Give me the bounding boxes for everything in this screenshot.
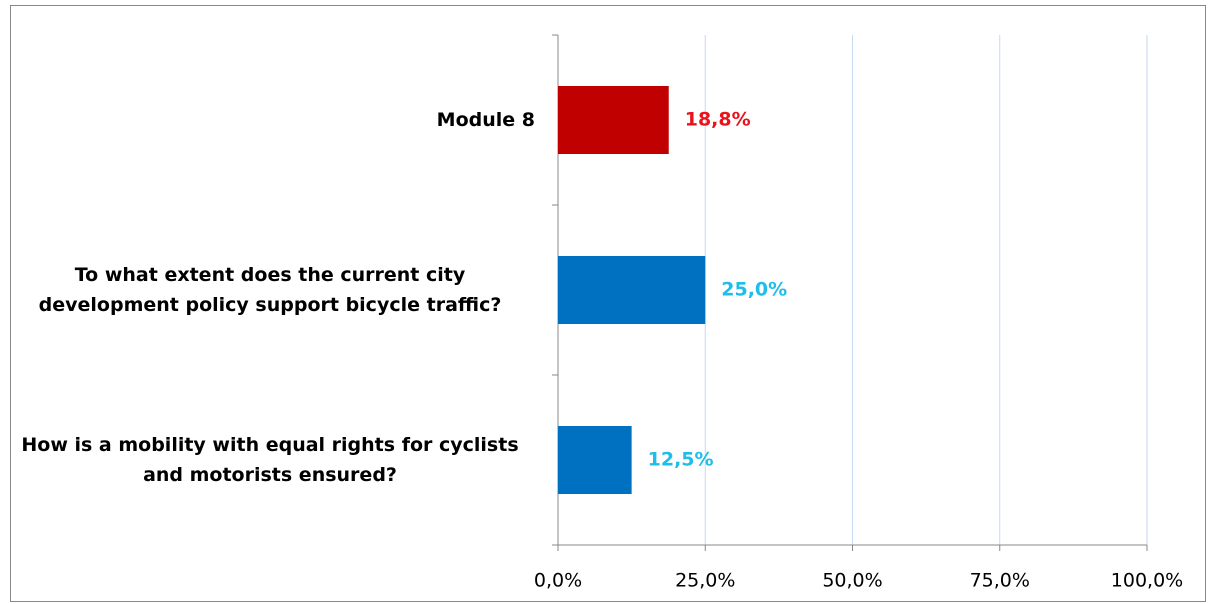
bar (558, 426, 632, 494)
chart-frame (10, 5, 1206, 602)
bar (558, 256, 706, 324)
category-label: To what extent does the current city dev… (38, 264, 502, 316)
value-label: 12,5% (648, 449, 714, 471)
x-tick-label: 25,0% (675, 570, 735, 592)
category-label: Module 8 (436, 109, 535, 131)
bar (558, 86, 669, 154)
x-tick-label: 100,0% (1111, 570, 1183, 592)
x-tick-label: 75,0% (970, 570, 1030, 592)
category-label: How is a mobility with equal rights for … (21, 434, 519, 486)
value-label: 18,8% (685, 109, 751, 131)
x-tick-label: 0,0% (534, 570, 582, 592)
value-label: 25,0% (721, 279, 787, 301)
x-tick-label: 50,0% (822, 570, 882, 592)
